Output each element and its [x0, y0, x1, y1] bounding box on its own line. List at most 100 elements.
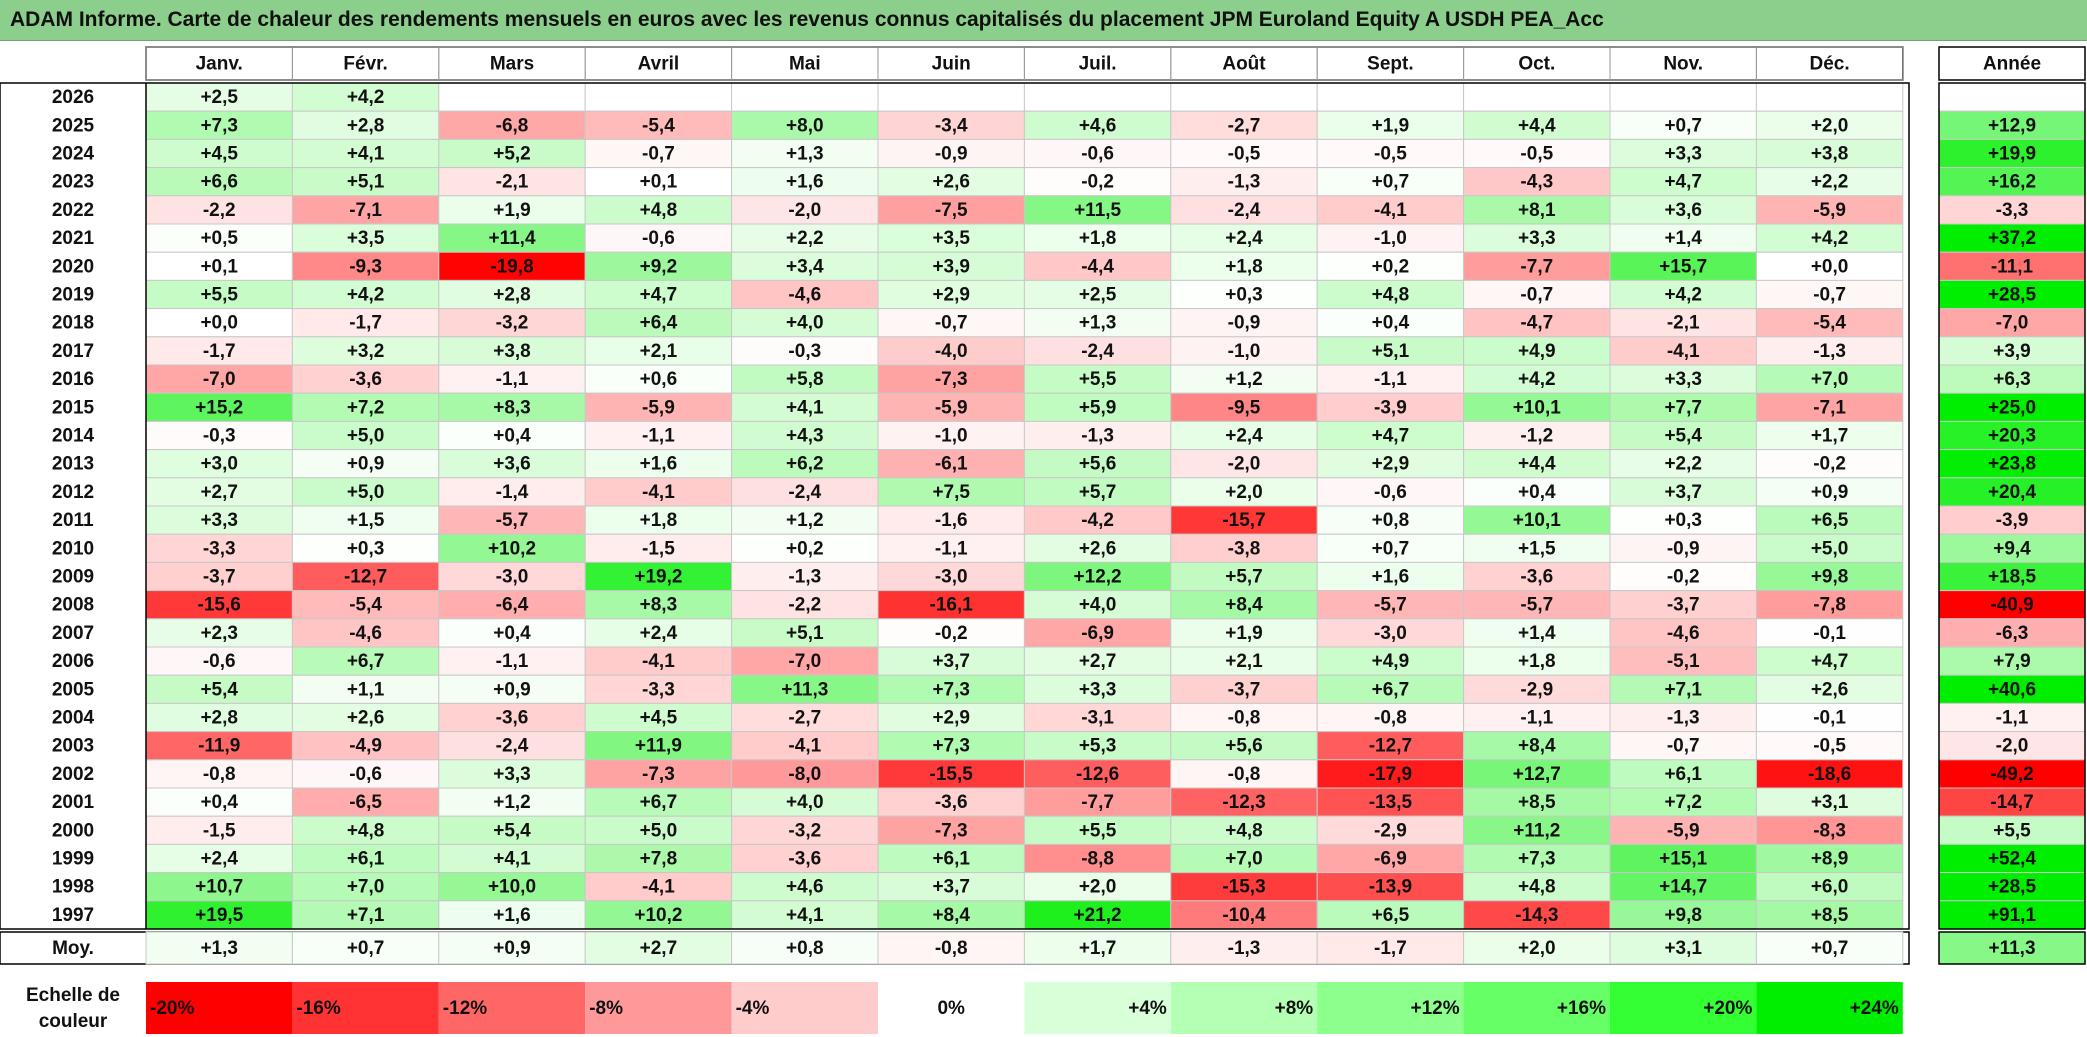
- heatmap-cell-value: +4,7: [1811, 651, 1849, 672]
- heatmap-cell-value: +2,3: [200, 623, 238, 644]
- heatmap-cell-value: +4,8: [1372, 285, 1410, 306]
- heatmap-cell: [1170, 195, 1318, 225]
- annual-cell: [1938, 646, 2086, 676]
- heatmap-cell-value: +2,8: [493, 285, 531, 306]
- heatmap-cell: [731, 843, 879, 874]
- annual-cell-value: -40,9: [1990, 595, 2033, 616]
- annual-cell-value: +19,9: [1988, 144, 2036, 165]
- heatmap-cell-value: -0,2: [935, 623, 968, 644]
- annual-header-cell: [1938, 46, 2086, 81]
- scale-swatch: [731, 982, 878, 1034]
- heatmap-cell-value: +2,9: [932, 708, 970, 729]
- heatmap-cell-value: +2,6: [347, 708, 385, 729]
- heatmap-cell-value: +3,3: [1079, 679, 1117, 700]
- scale-swatch-label: +20%: [1703, 998, 1752, 1019]
- heatmap-cell: [877, 533, 1025, 563]
- heatmap-cell-value: +4,1: [347, 144, 385, 165]
- heatmap-cell-value: +8,9: [1811, 849, 1849, 870]
- heatmap-cell-value: +2,0: [1079, 877, 1117, 898]
- heatmap-cell-value: +0,8: [1372, 510, 1410, 531]
- heatmap-cell-value: -2,4: [496, 736, 529, 757]
- scale-label-line2: couleur: [39, 1011, 108, 1032]
- heatmap-cell-value: -0,8: [1228, 764, 1261, 785]
- heatmap-cell-value: +10,1: [1513, 510, 1562, 531]
- heatmap-cell: [1609, 110, 1757, 140]
- row-year-label: 2011: [52, 510, 94, 531]
- row-year-label: 2025: [52, 115, 95, 136]
- heatmap-cell: [1170, 759, 1318, 789]
- heatmap-cell-value: +3,7: [1664, 482, 1702, 503]
- heatmap-cell-value: -17,9: [1369, 764, 1412, 785]
- heatmap-cell: [1755, 392, 1904, 422]
- heatmap-cell: [1316, 787, 1465, 817]
- heatmap-cell: [1170, 618, 1318, 648]
- heatmap-cell-value: -5,1: [1667, 651, 1700, 672]
- heatmap-cell-value: +4,1: [786, 397, 824, 418]
- heatmap-cell-value: -0,6: [1081, 144, 1114, 165]
- heatmap-cell: [1023, 279, 1172, 310]
- scale-swatch-label: -16%: [296, 998, 340, 1019]
- row-year-label: 2002: [52, 764, 94, 785]
- heatmap-cell-value: +6,1: [347, 849, 385, 870]
- heatmap-cell-value: +0,1: [200, 256, 238, 277]
- heatmap-cell-value: -3,6: [1520, 567, 1553, 588]
- heatmap-cell: [291, 843, 440, 874]
- heatmap-cell: [877, 674, 1025, 704]
- heatmap-cell: [1023, 646, 1172, 676]
- heatmap-cell: [1023, 110, 1172, 140]
- heatmap-cell-value: -3,7: [1667, 595, 1700, 616]
- heatmap-cell-value: +4,0: [786, 313, 824, 334]
- row-year-label: 2004: [52, 708, 95, 729]
- scale-swatch: [438, 982, 586, 1034]
- heatmap-cell-value: -3,0: [935, 567, 968, 588]
- heatmap-cell-value: +10,7: [195, 877, 243, 898]
- annual-cell: [1938, 872, 2086, 902]
- heatmap-cell-value: +4,2: [347, 87, 385, 108]
- heatmap-cell-value: +1,5: [347, 510, 385, 531]
- heatmap-cell: [1023, 815, 1172, 845]
- heatmap-cell-value: +8,1: [1518, 200, 1556, 221]
- heatmap-cell-value: +0,7: [1372, 538, 1410, 559]
- heatmap-cell-value: -0,1: [1813, 623, 1846, 644]
- heatmap-cell-value: +0,4: [1518, 482, 1556, 503]
- row-year-label: 2005: [52, 679, 95, 700]
- annual-cell: [1938, 674, 2086, 704]
- average-cell-value: +0,9: [493, 938, 531, 959]
- heatmap-cell: [145, 505, 293, 535]
- heatmap-cell: [1609, 872, 1757, 902]
- heatmap-cell-value: -0,6: [642, 228, 675, 249]
- heatmap-cell: [731, 167, 879, 197]
- heatmap-cell-value: +4,6: [1079, 115, 1117, 136]
- heatmap-cell: [1316, 195, 1465, 225]
- heatmap-cell-value: +4,2: [347, 285, 385, 306]
- heatmap-cell: [584, 618, 733, 648]
- heatmap-cell-value: +2,9: [1372, 454, 1410, 475]
- heatmap-cell: [1316, 279, 1465, 310]
- heatmap-cell-value: +3,5: [347, 228, 385, 249]
- heatmap-cell: [438, 872, 586, 902]
- row-year-label: 2015: [52, 397, 95, 418]
- heatmap-cell-value: -1,7: [203, 341, 236, 362]
- heatmap-cell-value: +4,7: [1372, 426, 1410, 447]
- row-year-label: 2014: [52, 426, 95, 447]
- row-year-label: 2009: [52, 567, 94, 588]
- annual-cell-value: -11,1: [1991, 256, 2034, 277]
- heatmap-cell-value: +1,4: [1518, 623, 1556, 644]
- row-year-label: 2017: [52, 341, 94, 362]
- month-header-label: Déc.: [1810, 54, 1850, 75]
- average-annual-value: +11,3: [1988, 938, 2035, 959]
- heatmap-cell-value: -15,3: [1222, 877, 1265, 898]
- heatmap-cell-value: +2,4: [200, 849, 238, 870]
- annual-cell: [1938, 392, 2086, 422]
- annual-cell: [1938, 590, 2086, 620]
- heatmap-cell-value: +7,3: [932, 679, 970, 700]
- heatmap-cell-value: -1,0: [1374, 228, 1407, 249]
- average-cell: [1023, 931, 1172, 965]
- heatmap-cell: [291, 420, 440, 451]
- heatmap-cell-value: +2,7: [200, 482, 238, 503]
- heatmap-cell-value: -6,4: [496, 595, 529, 616]
- row-year-label: 1998: [52, 877, 94, 898]
- heatmap-cell-value: +4,3: [786, 426, 824, 447]
- heatmap-cell-value: -1,1: [1374, 369, 1407, 390]
- heatmap-cell-value: +1,6: [640, 454, 678, 475]
